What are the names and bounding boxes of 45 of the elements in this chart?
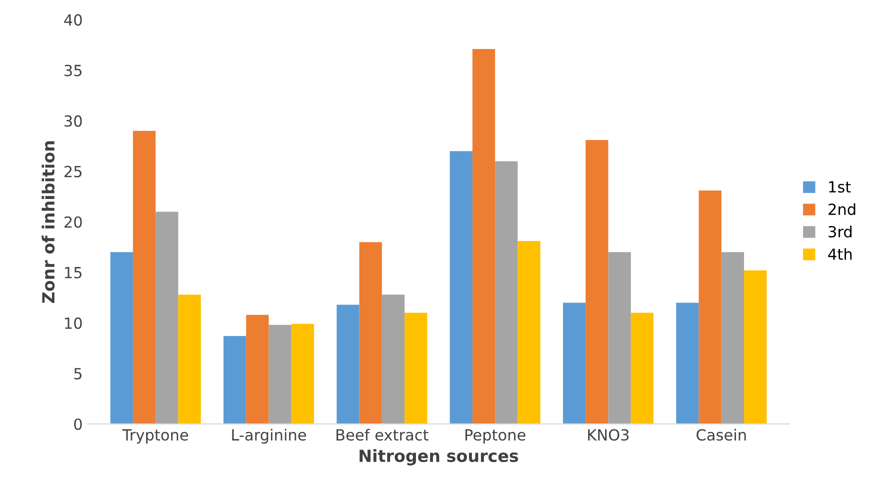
bar <box>178 294 201 424</box>
y-tick-label: 25 <box>64 166 82 178</box>
bar <box>630 312 654 424</box>
y-tick-label: 15 <box>65 267 82 278</box>
y-tick-label: 35 <box>64 64 82 76</box>
y-tick-label: 20 <box>64 216 82 228</box>
bar <box>495 161 518 424</box>
bar <box>110 252 133 424</box>
bar <box>382 294 405 424</box>
bar <box>404 312 428 424</box>
y-tick-label: 5 <box>74 368 82 380</box>
bar <box>156 212 178 424</box>
bar <box>268 324 292 424</box>
legend-label: 2nd <box>828 203 856 216</box>
bar <box>291 324 314 424</box>
bar <box>586 140 608 424</box>
bar <box>336 304 360 424</box>
y-tick-label: 10 <box>65 317 82 329</box>
x-tick-label: Casein <box>696 428 746 441</box>
bar <box>359 242 382 424</box>
x-tick-label: Peptone <box>465 429 526 444</box>
bar <box>676 302 699 424</box>
bar <box>450 151 472 424</box>
bar <box>132 130 156 424</box>
y-tick-label: 40 <box>64 14 82 26</box>
bar <box>608 252 631 424</box>
bar <box>698 190 722 424</box>
bar <box>562 302 586 424</box>
y-tick-label: 30 <box>64 115 82 127</box>
bar <box>721 252 744 424</box>
x-tick-label: KNO3 <box>588 429 629 441</box>
y-axis-title: Zonr of inhibition <box>42 141 55 303</box>
bar <box>744 270 767 424</box>
x-tick-label: Beef extract <box>336 428 428 441</box>
legend-label: 4th <box>828 248 852 260</box>
bar <box>518 241 540 424</box>
bar <box>223 336 246 424</box>
bar <box>246 314 269 424</box>
x-tick-label: Tryptone <box>122 429 188 444</box>
legend-label: 1st <box>829 181 851 193</box>
legend-label: 3rd <box>828 226 852 238</box>
y-tick-label: 0 <box>74 418 82 430</box>
x-axis-title: Nitrogen sources <box>360 449 518 466</box>
x-tick-label: L-arginine <box>232 428 306 444</box>
bar <box>472 49 496 424</box>
